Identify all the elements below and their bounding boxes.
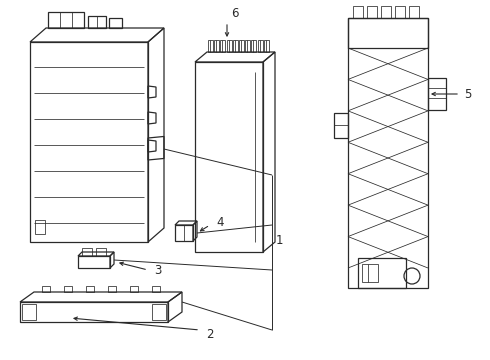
Bar <box>152 304 166 320</box>
Bar <box>362 264 378 282</box>
Bar <box>20 302 168 322</box>
Bar <box>82 248 92 256</box>
Bar <box>233 40 238 52</box>
Bar <box>381 6 391 18</box>
Bar <box>96 248 106 256</box>
Text: 1: 1 <box>276 234 284 247</box>
Bar <box>214 40 219 52</box>
Bar <box>195 62 263 252</box>
Bar <box>348 18 428 288</box>
Bar <box>348 18 428 48</box>
Bar <box>409 6 419 18</box>
Bar <box>130 286 138 292</box>
Text: 5: 5 <box>464 87 471 100</box>
Bar <box>251 40 256 52</box>
Bar <box>428 78 446 110</box>
Bar <box>220 40 225 52</box>
Bar <box>226 40 232 52</box>
Bar <box>395 6 405 18</box>
Text: 3: 3 <box>154 264 161 276</box>
Bar <box>30 42 148 242</box>
Text: 4: 4 <box>216 216 223 229</box>
Bar <box>245 40 250 52</box>
Bar <box>258 40 263 52</box>
Bar <box>208 40 213 52</box>
Bar <box>86 286 94 292</box>
Bar <box>264 40 269 52</box>
Bar <box>152 286 160 292</box>
Bar <box>42 286 50 292</box>
Text: 6: 6 <box>231 7 239 20</box>
Bar <box>64 286 72 292</box>
Bar <box>22 304 36 320</box>
Bar <box>367 6 377 18</box>
Bar <box>108 286 116 292</box>
Bar <box>334 113 348 138</box>
Bar <box>358 258 406 288</box>
Text: 2: 2 <box>206 328 214 342</box>
Bar <box>78 256 110 268</box>
Bar <box>239 40 244 52</box>
Bar <box>353 6 363 18</box>
Bar <box>35 220 45 234</box>
Bar <box>175 225 193 241</box>
